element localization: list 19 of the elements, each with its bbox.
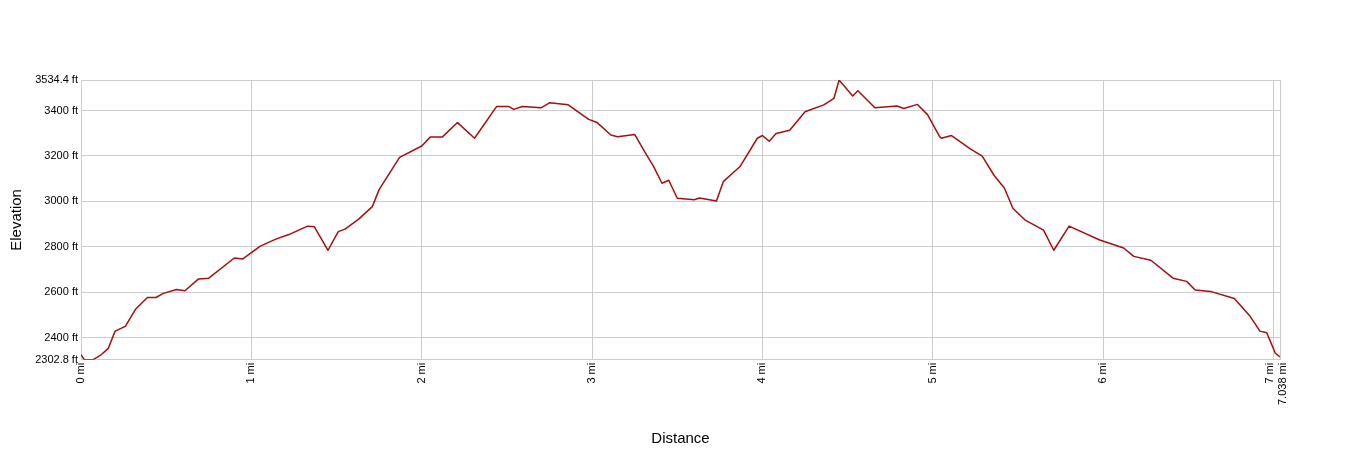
x-axis-title: Distance [651,429,710,447]
y-tick-label: 3534.4 ft [35,73,78,86]
y-tick-label: 2600 ft [44,285,78,298]
y-tick-label: 3400 ft [44,103,78,116]
x-tick-label: 2 mi [414,362,427,384]
y-tick-label: 3200 ft [44,149,78,161]
x-tick-label: 4 mi [755,362,768,384]
y-axis-title: Elevation [7,189,25,251]
x-tick-label: 5 mi [925,362,938,384]
x-tick-label: 3 mi [585,362,598,384]
x-tick-label: 0 mi [74,362,87,384]
x-tick-label: 7.038 mi [1276,362,1289,406]
x-tick-label: 7 mi [1263,362,1276,384]
y-tick-label: 2302.8 ft [35,352,78,365]
y-tick-label: 2800 ft [44,239,78,252]
x-tick-label: 6 mi [1096,362,1109,384]
y-tick-label: 2400 ft [44,330,78,343]
x-tick-label: 1 mi [244,362,257,384]
y-tick-label: 3000 ft [44,194,78,207]
